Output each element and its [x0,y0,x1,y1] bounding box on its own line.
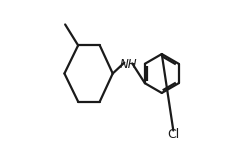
Text: NH: NH [120,58,138,71]
Text: Cl: Cl [167,128,179,141]
